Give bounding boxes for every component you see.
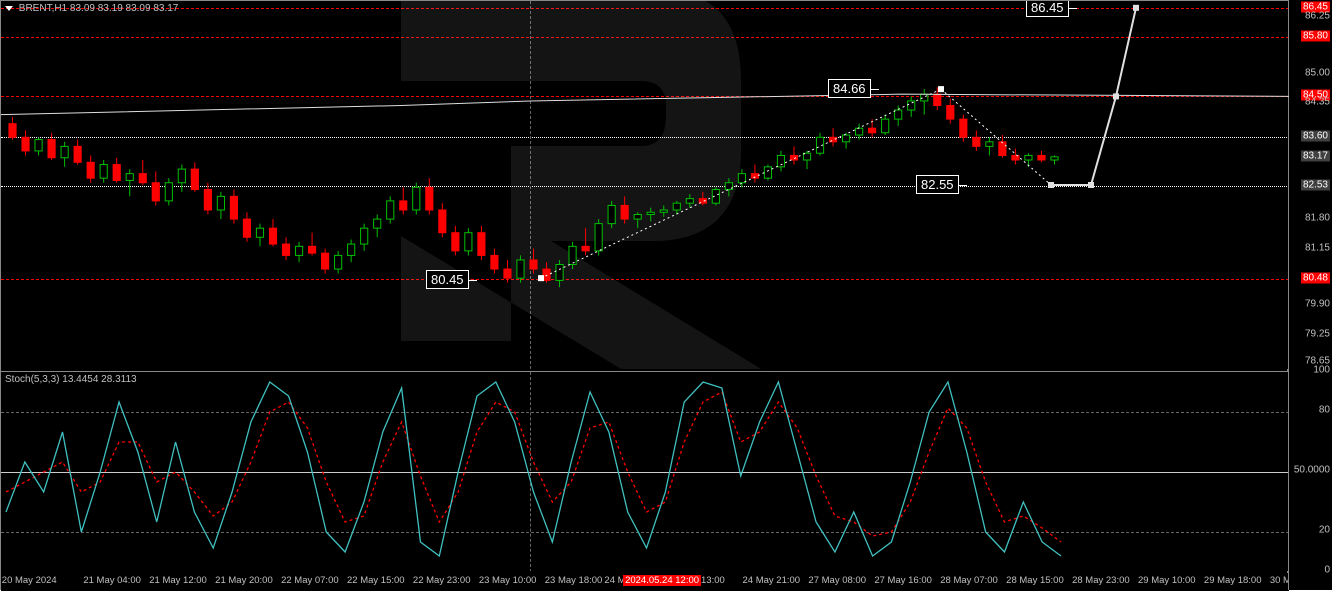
chart-wrapper: BRENT,H1 83.09 83.19 83.09 83.17 86.45 84… (0, 0, 1332, 594)
price-label-connector (469, 280, 477, 281)
time-tick-label: 29 May 10:00 (1138, 575, 1196, 586)
candlestick-series (1, 1, 1289, 369)
stochastic-series (1, 372, 1289, 571)
price-tick-label: 84.35 (1305, 97, 1330, 108)
stoch-tick-label: 50.0000 (1294, 465, 1330, 476)
time-tick-label: 23 May 10:00 (479, 575, 537, 586)
price-tick-label: 79.90 (1305, 299, 1330, 310)
price-label: 86.45 (1026, 1, 1069, 17)
time-tick-label: 21 May 20:00 (215, 575, 273, 586)
time-tick-label: 22 May 15:00 (347, 575, 405, 586)
price-label: 82.55 (916, 175, 959, 194)
chart-inner[interactable]: BRENT,H1 83.09 83.19 83.09 83.17 86.45 84… (0, 0, 1288, 590)
indicator-header: Stoch(5,3,3) 13.4454 28.3113 (5, 374, 137, 385)
chart-header: BRENT,H1 83.09 83.19 83.09 83.17 (5, 3, 178, 14)
price-label: 84.66 (828, 79, 871, 98)
price-label-connector (871, 89, 879, 90)
price-tick-label: 86.25 (1305, 10, 1330, 21)
stoch-tick-label: 20 (1319, 525, 1330, 536)
price-tick-label: 80.48 (1301, 273, 1330, 284)
time-tick-label: 27 May 16:00 (874, 575, 932, 586)
stoch-tick-label: 80 (1319, 405, 1330, 416)
price-axis: 86.4586.2585.8085.0084.5084.3583.6083.17… (1288, 0, 1332, 590)
time-tick-label: 21 May 12:00 (149, 575, 207, 586)
time-tick-label: 2024.05.24 12:00 (623, 575, 701, 586)
time-tick-label: 22 May 23:00 (413, 575, 471, 586)
price-label-connector (1069, 8, 1077, 9)
time-axis: 20 May 2024 21 May 04:00 21 May 12:00 21 Ma… (1, 573, 1289, 591)
time-tick-label: 28 May 07:00 (940, 575, 998, 586)
main-price-panel[interactable]: BRENT,H1 83.09 83.19 83.09 83.17 86.45 84… (1, 1, 1289, 369)
price-label-connector (959, 185, 967, 186)
time-tick-label: 20 May 2024 (2, 575, 57, 586)
time-tick-label: 28 May 23:00 (1072, 575, 1130, 586)
arrow-down-icon (5, 6, 13, 11)
price-tick-label: 82.53 (1301, 179, 1330, 190)
time-tick-label: 13:00 (701, 575, 725, 586)
time-tick-label: 24 May 21:00 (743, 575, 801, 586)
price-tick-label: 83.17 (1301, 150, 1330, 161)
price-tick-label: 85.80 (1301, 31, 1330, 42)
time-tick-label: 29 May 18:00 (1204, 575, 1262, 586)
time-tick-label: 23 May 18:00 (545, 575, 603, 586)
stoch-tick-label: 100 (1313, 365, 1330, 376)
price-tick-label: 81.80 (1305, 213, 1330, 224)
symbol-label: BRENT,H1 (19, 3, 67, 14)
ohlc-label: 83.09 83.19 83.09 83.17 (70, 3, 178, 14)
time-tick-label: 28 May 15:00 (1006, 575, 1064, 586)
price-tick-label: 85.00 (1305, 67, 1330, 78)
time-tick-label: 22 May 07:00 (281, 575, 339, 586)
stoch-tick-label: 0 (1324, 565, 1330, 576)
stochastic-panel[interactable]: Stoch(5,3,3) 13.4454 28.3113 (1, 371, 1289, 571)
price-tick-label: 79.25 (1305, 328, 1330, 339)
time-tick-label: 21 May 04:00 (83, 575, 141, 586)
price-label: 80.45 (426, 270, 469, 289)
time-tick-label: 27 May 08:00 (808, 575, 866, 586)
price-tick-label: 83.60 (1301, 131, 1330, 142)
price-tick-label: 81.15 (1305, 242, 1330, 253)
